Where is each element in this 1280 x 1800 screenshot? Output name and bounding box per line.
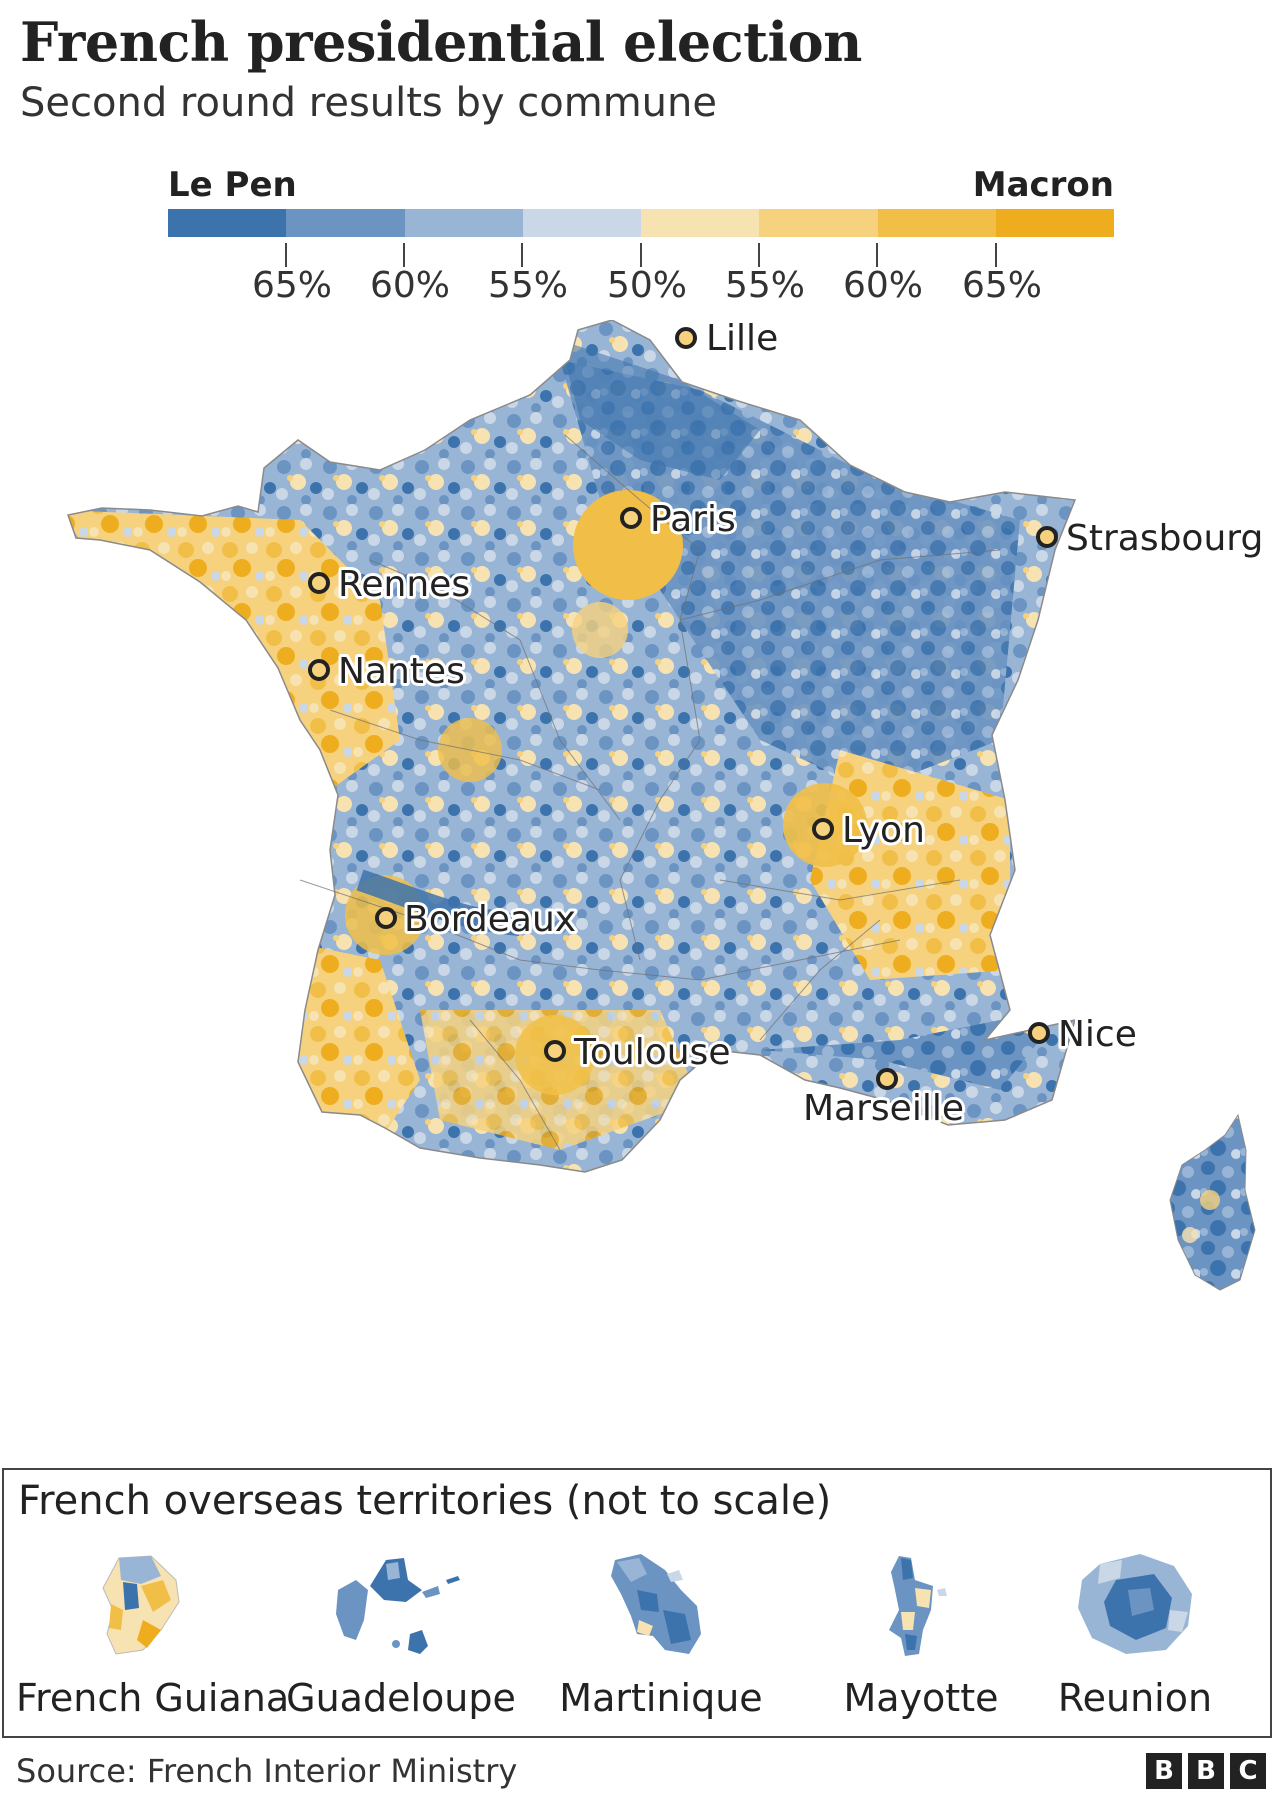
france-map: Lille Paris Strasbourg Rennes Nantes Lyo… (67, 320, 1266, 1291)
chart-title: French presidential election (20, 10, 862, 74)
legend-tick-label: 55% (487, 265, 569, 306)
corsica (1169, 1113, 1256, 1291)
city-marker-nice (1028, 1022, 1050, 1044)
bbc-logo-letter: B (1188, 1753, 1224, 1789)
city-marker-strasbourg (1036, 526, 1058, 548)
legend-bin-6 (759, 209, 878, 237)
city-label-toulouse: Toulouse (573, 1032, 730, 1073)
territory-martinique: Martinique (536, 1550, 786, 1730)
bbc-logo-letter: C (1230, 1753, 1266, 1789)
legend-tick-label: 65% (251, 265, 333, 306)
legend-tick (876, 243, 878, 267)
legend-label-macron: Macron (972, 165, 1114, 205)
france-outline (67, 320, 1077, 1173)
legend-tick (758, 243, 760, 267)
city-marker-bordeaux (375, 907, 397, 929)
city-label-paris: Paris (650, 499, 736, 540)
bbc-logo: B B C (1146, 1753, 1266, 1789)
city-marker-rennes (308, 572, 330, 594)
city-marker-paris (620, 507, 642, 529)
guadeloupe-map (336, 1558, 460, 1654)
chart-subtitle: Second round results by commune (20, 80, 717, 126)
legend-bin-8 (995, 209, 1114, 237)
territory-mayotte: Mayotte (796, 1550, 1046, 1730)
city-label-rennes: Rennes (338, 564, 470, 605)
city-markers (308, 327, 1058, 1090)
legend-tick-label: 65% (961, 265, 1043, 306)
bbc-logo-letter: B (1146, 1753, 1182, 1789)
legend-tick-label: 60% (369, 265, 451, 306)
legend-bin-4 (522, 209, 641, 237)
territory-label: Martinique (559, 1676, 763, 1720)
mayotte-map (889, 1556, 947, 1656)
overseas-title: French overseas territories (not to scal… (18, 1478, 832, 1524)
source-note: Source: French Interior Ministry (16, 1752, 518, 1790)
city-label-strasbourg: Strasbourg (1066, 518, 1263, 559)
territory-label: Reunion (1057, 1676, 1213, 1720)
city-label-lille: Lille (706, 320, 778, 359)
territory-french-guiana: French Guiana (16, 1550, 290, 1730)
territory-guadeloupe: Guadeloupe (276, 1550, 526, 1730)
city-marker-marseille (876, 1068, 898, 1090)
legend-bin-1 (168, 209, 287, 237)
legend-bin-3 (404, 209, 523, 237)
legend-tick (285, 243, 287, 267)
city-label-nice: Nice (1058, 1014, 1137, 1055)
city-label-lyon: Lyon (842, 810, 925, 851)
martinique-map (611, 1554, 701, 1654)
reunion-map (1078, 1554, 1192, 1654)
legend-bin-2 (286, 209, 405, 237)
legend-label-le-pen: Le Pen (168, 165, 297, 205)
city-label-bordeaux: Bordeaux (404, 899, 576, 940)
legend-tick (521, 243, 523, 267)
french-guiana-map (102, 1555, 180, 1655)
city-marker-lyon (812, 818, 834, 840)
legend-color-bar (168, 209, 1114, 237)
territory-reunion: Reunion (1010, 1550, 1260, 1730)
legend-bin-7 (877, 209, 996, 237)
color-legend: Le Pen Macron 65% 60% 55% 50% 55% 60% 65… (168, 165, 1114, 315)
territory-label: French Guiana (16, 1676, 290, 1720)
city-marker-nantes (308, 659, 330, 681)
legend-tick (640, 243, 642, 267)
overseas-territories-panel: French overseas territories (not to scal… (2, 1468, 1272, 1738)
region-borders (299, 434, 1001, 1151)
legend-tick-label: 55% (724, 265, 806, 306)
territory-label: Mayotte (843, 1676, 999, 1720)
legend-tick (403, 243, 405, 267)
territory-label: Guadeloupe (286, 1676, 516, 1720)
legend-bin-5 (641, 209, 760, 237)
legend-tick-label: 60% (842, 265, 924, 306)
city-marker-toulouse (544, 1040, 566, 1062)
city-marker-lille (675, 327, 697, 349)
city-label-nantes: Nantes (338, 651, 465, 692)
city-label-marseille: Marseille (803, 1088, 964, 1129)
legend-tick-label: 50% (606, 265, 688, 306)
legend-tick (995, 243, 997, 267)
